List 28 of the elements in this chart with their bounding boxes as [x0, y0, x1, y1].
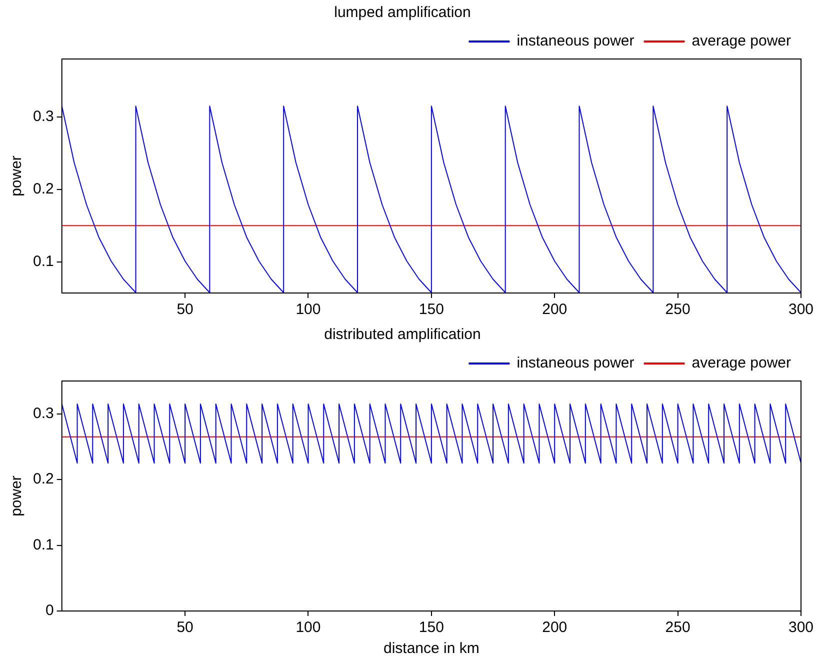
legend-label: average power — [692, 354, 792, 372]
y-axis-title: power — [8, 476, 26, 516]
x-tick-label: 250 — [665, 619, 690, 636]
x-tick-label: 250 — [665, 301, 690, 318]
x-tick-label: 300 — [788, 619, 814, 636]
x-tick-label: 100 — [296, 301, 321, 318]
y-tick-label: 0 — [46, 602, 54, 620]
x-tick-label: 300 — [788, 301, 814, 318]
legend-label: average power — [692, 32, 792, 50]
chart-title: lumped amplification — [334, 4, 471, 22]
y-axis-title: power — [8, 156, 26, 196]
chart-title: distributed amplification — [324, 326, 481, 344]
x-tick-label: 50 — [176, 619, 194, 636]
x-tick-label: 200 — [542, 619, 568, 636]
y-tick-label: 0.2 — [32, 180, 54, 198]
legend-label: instaneous power — [516, 354, 634, 372]
x-tick-label: 200 — [542, 301, 568, 318]
x-tick-label: 150 — [418, 301, 444, 318]
y-tick-label: 0.2 — [32, 470, 54, 488]
x-tick-label: 100 — [296, 619, 321, 636]
y-tick-label: 0.3 — [32, 108, 54, 126]
y-tick-label: 0.1 — [32, 252, 54, 270]
x-axis-title: distance in km — [383, 640, 480, 658]
x-tick-label: 50 — [176, 301, 194, 318]
y-tick-label: 0.3 — [32, 405, 54, 422]
legend-label: instaneous power — [516, 32, 634, 50]
y-tick-label: 0.1 — [32, 536, 54, 554]
x-tick-label: 150 — [418, 619, 444, 636]
